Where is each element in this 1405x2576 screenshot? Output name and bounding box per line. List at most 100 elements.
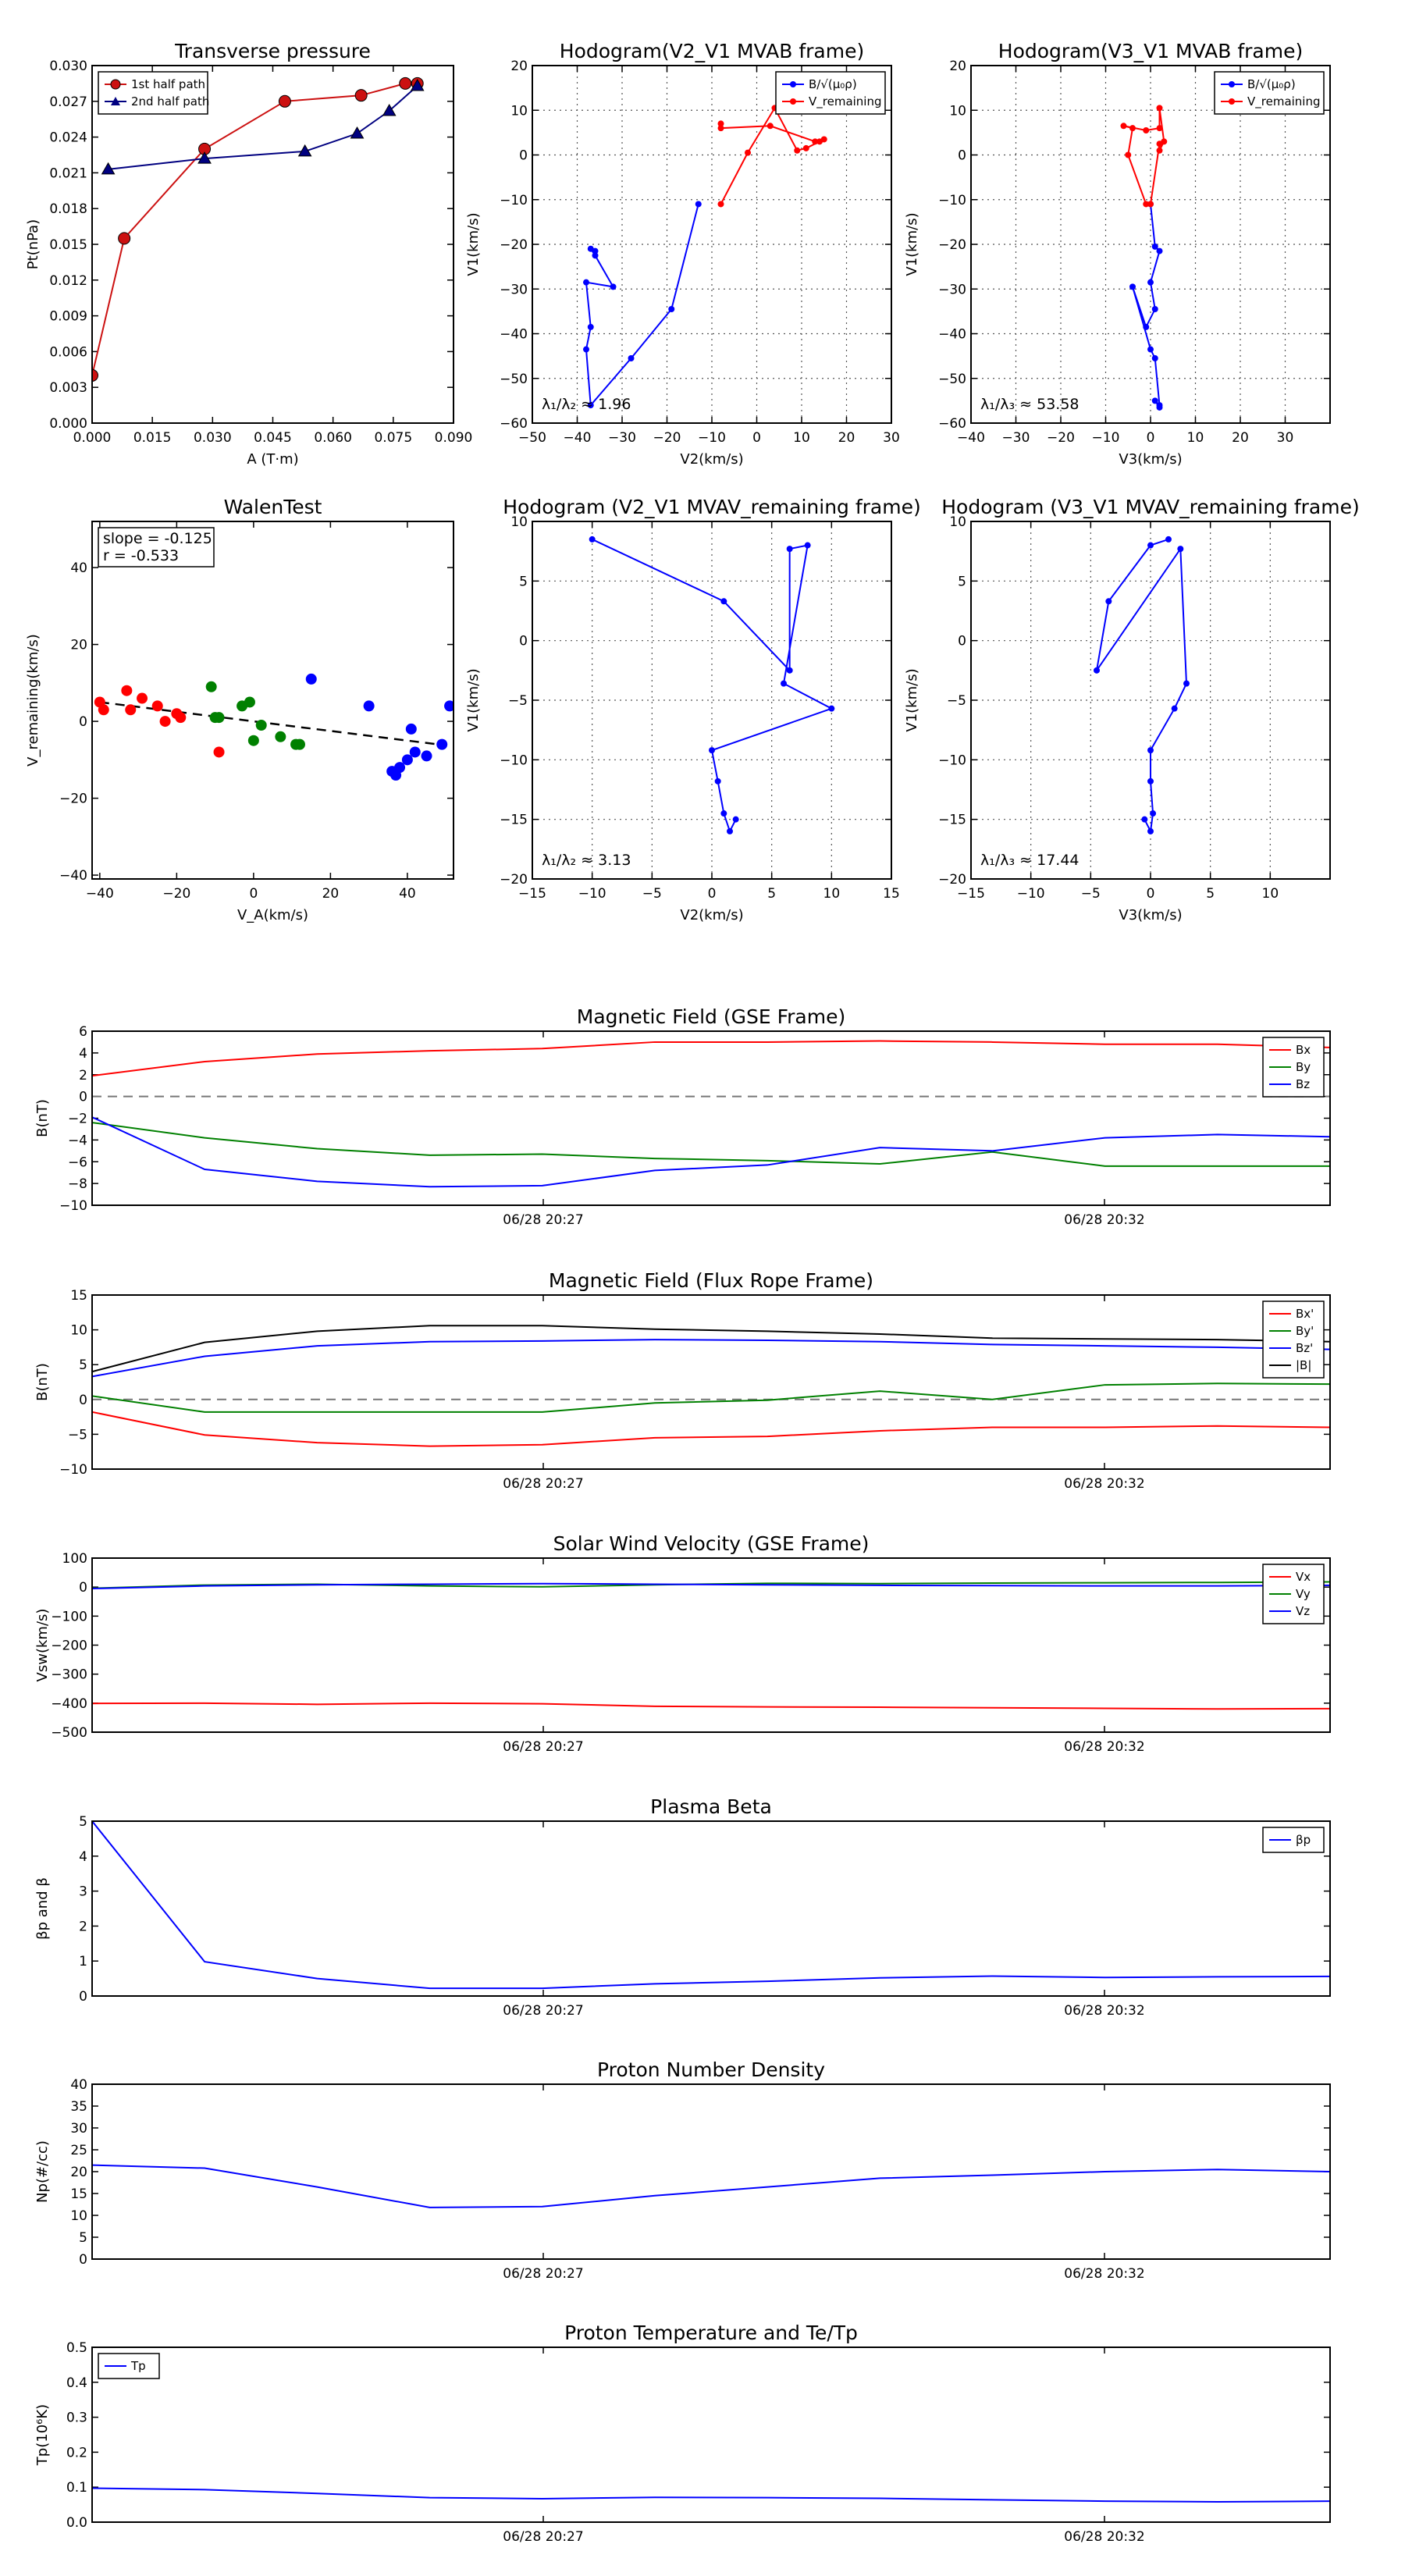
annotation-text: λ₁/λ₂ ≈ 3.13 bbox=[542, 852, 631, 869]
legend-marker bbox=[790, 81, 796, 87]
data-point bbox=[1177, 546, 1184, 553]
data-point bbox=[1120, 123, 1127, 130]
y-tick-label: −60 bbox=[938, 416, 966, 432]
x-tick-label: 0.000 bbox=[73, 430, 112, 446]
y-tick-label: 5 bbox=[79, 1814, 87, 1830]
legend-label: V_remaining bbox=[809, 94, 882, 109]
data-point bbox=[297, 144, 312, 157]
y-tick-label: −40 bbox=[59, 868, 87, 884]
legend-marker bbox=[1229, 81, 1235, 87]
annotation-box bbox=[98, 527, 215, 568]
series-line bbox=[92, 1116, 1330, 1188]
x-tick-label: −10 bbox=[698, 430, 726, 446]
legend-box bbox=[1214, 71, 1325, 115]
data-point bbox=[1151, 397, 1158, 404]
y-axis-label: V_remaining(km/s) bbox=[25, 634, 41, 767]
x-tick-label: 06/28 20:27 bbox=[503, 2266, 583, 2282]
x-tick-label: 0.015 bbox=[133, 430, 172, 446]
x-tick-label: −30 bbox=[608, 430, 636, 446]
legend-label: By' bbox=[1296, 1324, 1314, 1338]
data-point bbox=[1156, 404, 1163, 411]
x-axis-label: V3(km/s) bbox=[1119, 907, 1182, 923]
y-tick-label: −20 bbox=[59, 792, 87, 807]
y-tick-label: 0.024 bbox=[49, 130, 87, 146]
x-tick-label: 0 bbox=[1147, 886, 1155, 902]
y-tick-label: 0.4 bbox=[66, 2375, 87, 2391]
data-point bbox=[720, 810, 727, 817]
chart-title: Proton Temperature and Te/Tp bbox=[564, 2322, 858, 2344]
y-tick-label: −500 bbox=[51, 1725, 87, 1741]
chart-panel-1: Hodogram(V2_V1 MVAB frame)−60−50−40−30−2… bbox=[465, 40, 900, 468]
y-tick-label: 10 bbox=[510, 514, 528, 530]
y-tick-label: 0.006 bbox=[49, 344, 87, 360]
x-tick-label: −40 bbox=[957, 430, 985, 446]
chart-title: Proton Number Density bbox=[597, 2058, 825, 2081]
y-tick-label: 10 bbox=[949, 103, 966, 119]
chart-panel-4: Hodogram (V2_V1 MVAV_remaining frame) −20… bbox=[465, 496, 921, 923]
x-tick-label: 06/28 20:32 bbox=[1064, 1476, 1144, 1492]
series-line bbox=[92, 1382, 1330, 1413]
series-line bbox=[92, 1411, 1330, 1447]
data-point bbox=[1147, 747, 1154, 754]
annotation-text: λ₁/λ₃ ≈ 53.58 bbox=[980, 396, 1080, 413]
y-tick-label: 0.030 bbox=[49, 59, 87, 74]
series-line bbox=[92, 2487, 1330, 2503]
x-tick-label: 20 bbox=[838, 430, 855, 446]
data-point bbox=[589, 535, 596, 543]
x-tick-label: 15 bbox=[883, 886, 900, 902]
data-point bbox=[610, 283, 617, 290]
x-axis-label: A (T·m) bbox=[247, 451, 298, 468]
x-tick-label: 0.045 bbox=[254, 430, 292, 446]
y-tick-label: −400 bbox=[51, 1696, 87, 1712]
legend-label: 2nd half path bbox=[131, 94, 209, 109]
data-point bbox=[405, 723, 417, 735]
data-point bbox=[804, 542, 811, 549]
legend-box bbox=[775, 71, 886, 115]
y-tick-label: 0 bbox=[958, 634, 966, 649]
y-tick-label: 0 bbox=[519, 634, 528, 649]
data-point bbox=[121, 685, 133, 696]
x-tick-label: 0.030 bbox=[194, 430, 232, 446]
y-tick-label: 0 bbox=[519, 148, 528, 164]
y-tick-label: −30 bbox=[500, 282, 528, 297]
data-point bbox=[213, 712, 225, 724]
series-line bbox=[92, 1702, 1330, 1710]
x-tick-label: 10 bbox=[823, 886, 841, 902]
chart-title: Magnetic Field (Flux Rope Frame) bbox=[549, 1269, 873, 1292]
plot-area bbox=[92, 2487, 1330, 2503]
data-point bbox=[745, 149, 751, 156]
y-tick-label: −15 bbox=[500, 813, 528, 828]
x-tick-label: −30 bbox=[1002, 430, 1030, 446]
data-point bbox=[244, 696, 255, 708]
x-tick-label: −20 bbox=[653, 430, 681, 446]
series-line bbox=[1096, 538, 1188, 834]
y-tick-label: 5 bbox=[79, 2230, 87, 2246]
data-point bbox=[714, 777, 721, 785]
x-tick-label: −20 bbox=[1047, 430, 1075, 446]
x-tick-label: −15 bbox=[518, 886, 546, 902]
data-point bbox=[394, 762, 406, 774]
data-point bbox=[794, 147, 801, 154]
y-tick-label: 0 bbox=[79, 1090, 87, 1105]
y-tick-label: 1 bbox=[79, 1954, 87, 1969]
legend-label: Vz bbox=[1296, 1604, 1310, 1618]
plot-area bbox=[1120, 105, 1168, 411]
plot-area bbox=[94, 673, 454, 781]
y-tick-label: 0 bbox=[79, 2252, 87, 2268]
x-tick-label: 0 bbox=[1147, 430, 1155, 446]
x-tick-label: 5 bbox=[767, 886, 776, 902]
y-tick-label: 0.012 bbox=[49, 273, 87, 289]
x-tick-label: 06/28 20:32 bbox=[1064, 1739, 1144, 1755]
series-line bbox=[92, 1040, 1330, 1077]
y-tick-label: −5 bbox=[947, 693, 966, 709]
x-tick-label: 06/28 20:27 bbox=[503, 1739, 583, 1755]
annotation-text: r = -0.533 bbox=[103, 547, 179, 564]
chart-title: Transverse pressure bbox=[174, 40, 371, 62]
data-point bbox=[305, 673, 317, 685]
x-tick-label: 06/28 20:27 bbox=[503, 2003, 583, 2019]
data-point bbox=[151, 700, 163, 712]
y-tick-label: 15 bbox=[70, 1288, 87, 1304]
legend-label: Tp bbox=[130, 2359, 146, 2373]
y-tick-label: 3 bbox=[79, 1884, 87, 1900]
plot-frame bbox=[91, 1557, 1331, 1733]
